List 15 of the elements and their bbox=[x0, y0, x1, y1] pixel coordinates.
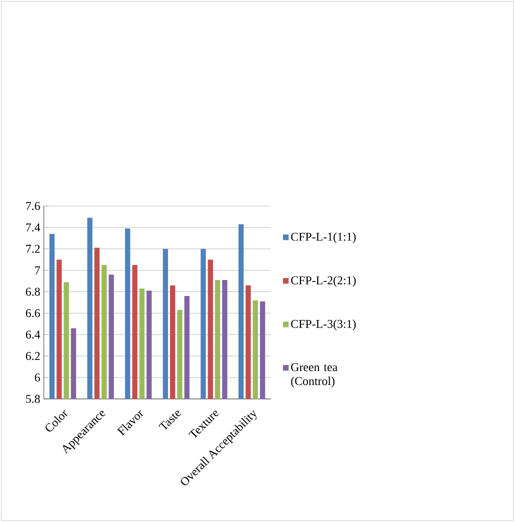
y-tick-label: 7.4 bbox=[26, 223, 40, 232]
y-tick-label: 7.6 bbox=[26, 202, 40, 210]
y-tick-label: 7 bbox=[35, 266, 40, 274]
y-tick-label: 6.4 bbox=[26, 330, 40, 339]
y-tick-label: 6.8 bbox=[26, 288, 40, 296]
y-tick-label: 6.6 bbox=[26, 309, 40, 318]
y-tick-label: 7.2 bbox=[26, 244, 40, 253]
legend-label: CFP-L-1(1:1) bbox=[291, 232, 356, 244]
legend-label: CFP-L-3(3:1) bbox=[291, 320, 356, 330]
y-tick-label: 5.8 bbox=[26, 394, 40, 403]
x-tick-label: Taste bbox=[158, 410, 182, 430]
legend-label: CFP-L-2(2:1) bbox=[291, 276, 356, 287]
y-tick-label: 6 bbox=[34, 373, 40, 382]
legend-label: Green tea (Control) bbox=[291, 363, 338, 388]
y-tick-label: 6.2 bbox=[26, 352, 40, 360]
